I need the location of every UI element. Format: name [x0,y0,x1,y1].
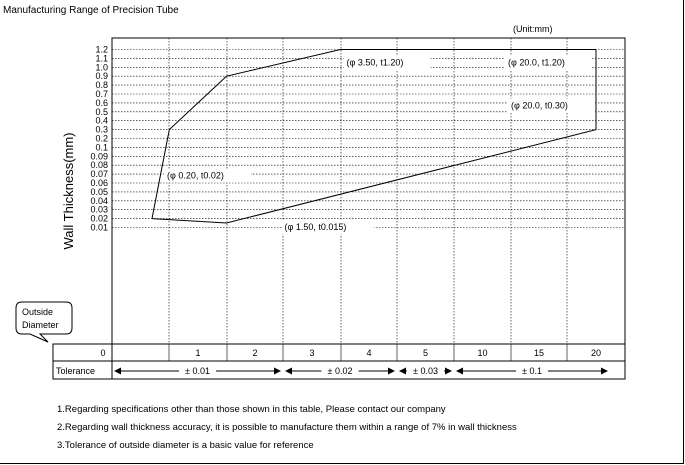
tolerance-arrowhead-right [601,367,608,375]
annotation-bg [281,220,374,235]
x-tick-label: 0 [100,348,105,358]
y-tick-label: 0.08 [90,160,108,170]
notes-list: 1.Regarding specifications other than th… [57,401,517,455]
tolerance-arrowhead-right [388,367,395,375]
y-tick-label: 0.05 [90,187,108,197]
x-tick-label: 10 [477,348,487,358]
annotation-bg [164,168,251,183]
y-tick-label: 1.0 [95,62,108,72]
y-tick-label: 0.04 [90,196,108,206]
page-title: Manufacturing Range of Precision Tube [3,5,179,16]
y-tick-label: 0.3 [95,125,108,135]
tolerance-arrowhead-left [456,367,463,375]
y-tick-label: 0.9 [95,71,108,81]
manufacturing-range-chart: (Unit:mm) Wall Thickness(mm) 1.21.11.00.… [15,24,626,380]
y-tick-label: 0.06 [90,178,108,188]
y-tick-label: 0.01 [90,223,108,233]
x-tick-labels: 0 1 2 3 4 5 10 15 20 [100,348,601,358]
annotation-bg [508,98,595,113]
tolerance-range: ± 0.1 [456,366,608,376]
note-1: 1.Regarding specifications other than th… [57,404,446,415]
x-tick-label: 15 [534,348,544,358]
chart-grid [111,37,626,345]
y-tick-label: 0.8 [95,80,108,90]
tolerance-range: ± 0.03 [399,366,452,376]
tolerance-range: ± 0.02 [285,366,395,376]
annotation-layer: (φ 0.20, t0.02) (φ 1.50, t0.015) (φ 20.0, … [164,55,595,235]
tolerance-arrowhead-right [274,367,281,375]
y-tick-label: 0.5 [95,107,108,117]
annotation-label: (φ 20.0, t1.20) [508,58,565,68]
tolerance-arrowhead-left [114,367,121,375]
x-tick-label: 20 [591,348,601,358]
boundary-layer [151,49,597,224]
tolerance-arrowhead-left [399,367,406,375]
annotation-label: (φ 20.0, t0.30) [511,101,568,111]
y-axis-label: Wall Thickness(mm) [61,132,76,249]
annotation-label: (φ 3.50, t1.20) [347,58,404,68]
x-tick-label: 1 [195,348,200,358]
y-tick-label: 0.1 [95,142,108,152]
tolerance-table [52,343,626,380]
annotation-bg [343,55,431,70]
x-axis-label-line-1: Outside [22,307,53,317]
callout-bubble [15,301,73,343]
tolerance-label: Tolerance [56,366,95,376]
x-axis-label-line-2: Diameter [22,320,59,330]
range-boundary-line [151,49,597,224]
y-tick-label: 0.6 [95,98,108,108]
y-tick-label: 0.07 [90,169,108,179]
y-tick-label: 1.2 [95,45,108,55]
x-tick-label: 2 [252,348,257,358]
note-3: 3.Tolerance of outside diameter is a bas… [57,440,314,451]
annotation-bg [505,55,592,70]
tolerance-value: ± 0.03 [413,366,438,376]
y-tick-label: 0.7 [95,89,108,99]
y-tick-label: 0.02 [90,214,108,224]
tolerance-arrowhead-left [285,367,292,375]
tolerance-value: ± 0.01 [185,366,210,376]
y-tick-label: 0.2 [95,134,108,144]
plot-border [111,37,626,345]
outside-diameter-callout: Outside Diameter [15,301,73,343]
note-2: 2.Regarding wall thickness accuracy, it … [57,422,517,433]
y-tick-label: 1.1 [95,53,108,63]
y-tick-labels: 1.21.11.00.90.80.70.60.50.40.30.20.10.09… [90,45,108,233]
unit-note: (Unit:mm) [513,24,553,34]
tolerance-value: ± 0.1 [522,366,542,376]
x-tick-label: 5 [423,348,428,358]
annotation-label: (φ 1.50, t0.015) [285,222,347,232]
y-tick-label: 0.4 [95,116,108,126]
y-tick-label: 0.09 [90,151,108,161]
x-tick-label: 3 [309,348,314,358]
tolerance-range: ± 0.01 [114,366,281,376]
tolerance-layer: Tolerance ± 0.01 ± 0.02 ± 0.03 ± 0.1 [56,366,608,376]
x-tick-label: 4 [366,348,371,358]
y-tick-label: 0.03 [90,205,108,215]
tolerance-arrowhead-right [445,367,452,375]
annotation-label: (φ 0.20, t0.02) [167,171,224,181]
tolerance-value: ± 0.02 [328,366,353,376]
